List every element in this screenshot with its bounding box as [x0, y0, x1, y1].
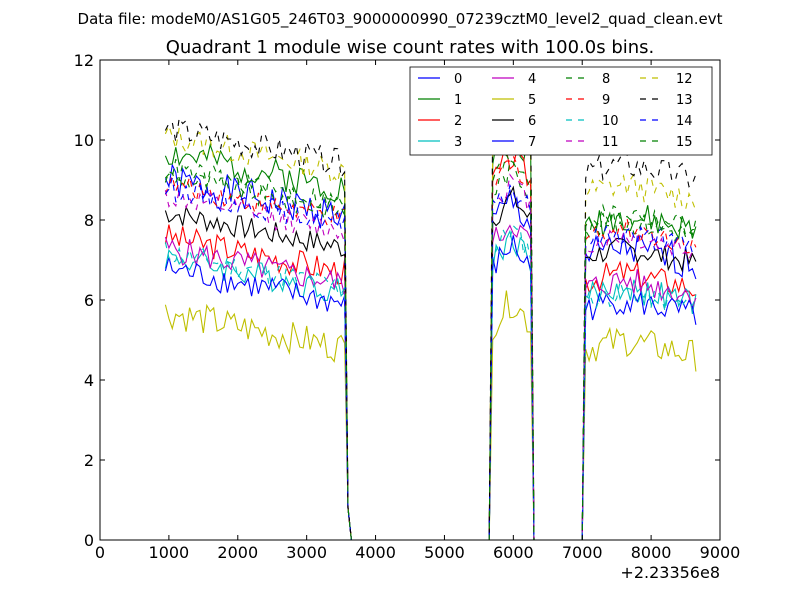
legend-label-2: 2 — [454, 114, 462, 129]
x-tick-label: 2000 — [217, 543, 258, 562]
legend-label-5: 5 — [528, 93, 536, 108]
legend-label-15: 15 — [676, 135, 693, 150]
legend-label-1: 1 — [454, 93, 462, 108]
y-tick-label: 6 — [84, 291, 94, 310]
y-tick-label: 10 — [74, 131, 94, 150]
y-tick-label: 12 — [74, 51, 94, 70]
x-tick-label: 4000 — [355, 543, 396, 562]
legend-label-13: 13 — [676, 93, 693, 108]
legend-frame — [409, 66, 713, 156]
chart-title: Quadrant 1 module wise count rates with … — [166, 37, 655, 58]
legend-label-3: 3 — [454, 135, 462, 150]
x-offset-label: +2.23356e8 — [620, 563, 720, 582]
y-tick-label: 2 — [84, 451, 94, 470]
figure-suptitle: Data file: modeM0/AS1G05_246T03_90000009… — [78, 10, 723, 29]
x-tick-label: 1000 — [149, 543, 190, 562]
x-tick-label: 9000 — [700, 543, 741, 562]
y-tick-label: 4 — [84, 371, 94, 390]
ticks-layer: 0 1000 2000 3000 4000 5000 6000 7000 8000 9000 0 2 4… — [74, 51, 741, 562]
x-tick-label: 3000 — [286, 543, 327, 562]
legend-label-10: 10 — [602, 114, 619, 129]
x-tick-label: 0 — [95, 543, 105, 562]
legend-label-12: 12 — [676, 72, 693, 87]
x-tick-label: 7000 — [562, 543, 603, 562]
y-tick-label: 0 — [84, 531, 94, 550]
x-tick-label: 8000 — [631, 543, 672, 562]
x-tick-label: 5000 — [424, 543, 465, 562]
y-tick-label: 8 — [84, 211, 94, 230]
legend-label-4: 4 — [528, 72, 536, 87]
legend-label-9: 9 — [602, 93, 610, 108]
series-line-13 — [164, 102, 697, 541]
legend-label-0: 0 — [454, 72, 462, 87]
legend-label-14: 14 — [676, 114, 693, 129]
legend-label-6: 6 — [528, 114, 536, 129]
legend-label-7: 7 — [528, 135, 536, 150]
legend-label-8: 8 — [602, 72, 610, 87]
x-tick-label: 6000 — [493, 543, 534, 562]
legend-label-11: 11 — [602, 135, 619, 150]
